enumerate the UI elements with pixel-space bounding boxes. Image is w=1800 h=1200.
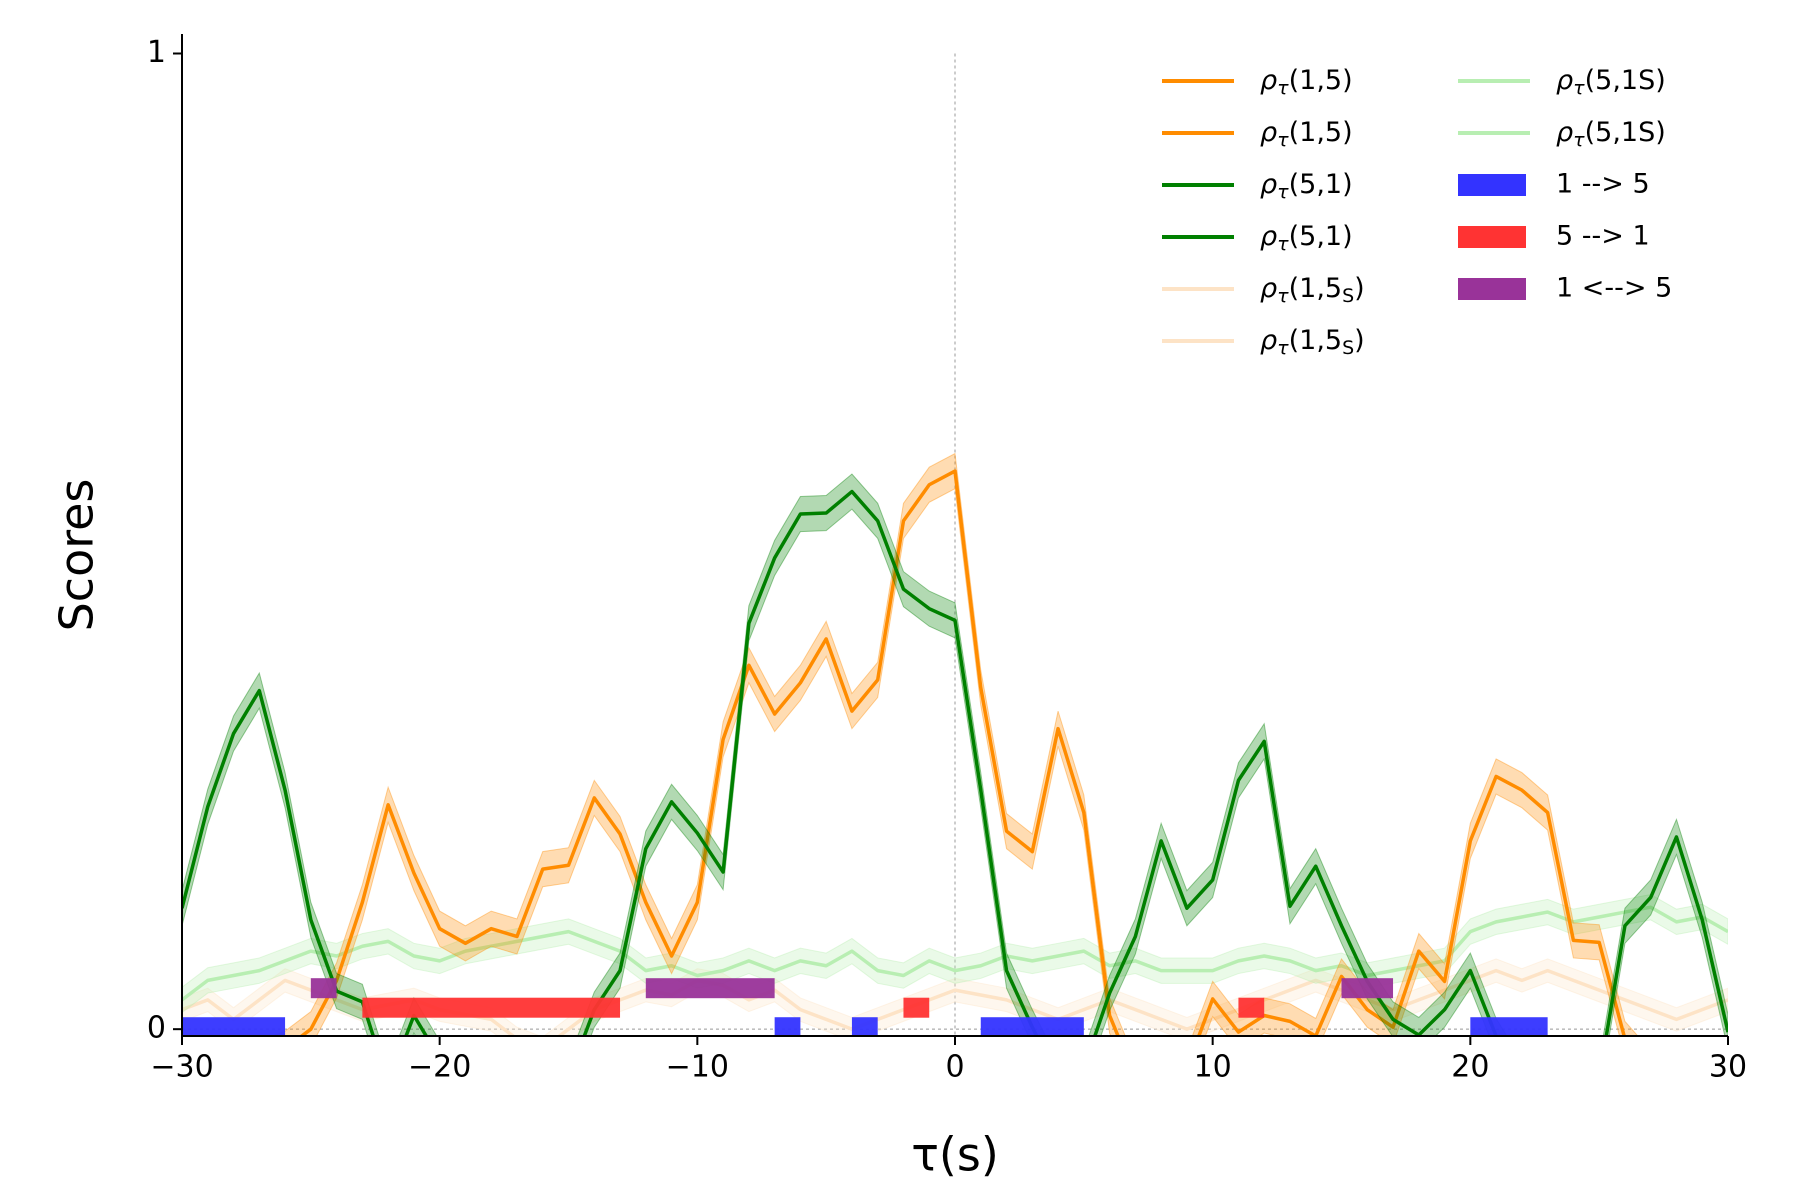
y-tick-label: 0 [147,1011,166,1046]
interval-bar [645,978,775,999]
legend-label: ρτ(1,5) [1260,117,1353,151]
error-band [270,452,1639,1036]
interval-bar [903,997,930,1018]
interval-bar [182,1017,286,1036]
interval-bar [980,1017,1084,1036]
interval-bar [851,1017,878,1036]
legend-label: ρτ(1,5S) [1260,273,1365,307]
x-tick-label: 0 [945,1050,964,1085]
x-axis-label: τ(s) [911,1128,999,1182]
legend-label: 1 --> 5 [1556,169,1650,200]
legend-patch [1458,278,1526,300]
x-tick-label: −10 [666,1050,729,1085]
x-tick-label: 30 [1709,1050,1747,1085]
x-tick-label: −30 [150,1050,213,1085]
y-axis-label: Scores [50,479,104,632]
series-line [298,469,1626,1036]
legend-label: ρτ(5,1S) [1556,65,1666,99]
x-tick-label: 20 [1451,1050,1489,1085]
series-line [182,489,1728,1036]
plot-area [182,452,1728,1036]
legend-label: ρτ(1,5) [1260,65,1353,99]
legend-label: ρτ(5,1S) [1556,117,1666,151]
interval-bar [774,1017,801,1036]
interval-bar [310,978,337,999]
legend-label: ρτ(1,5S) [1260,325,1365,359]
series-line [182,905,1728,1002]
interval-bar [1238,997,1265,1018]
legend-patch [1458,174,1526,196]
interval-bar [1341,978,1394,999]
interval-bar [1470,1017,1548,1036]
y-tick-label: 1 [147,35,166,70]
x-tick-label: 10 [1194,1050,1232,1085]
legend-label: 5 --> 1 [1556,221,1650,252]
legend-label: 1 <--> 5 [1556,273,1672,304]
legend-label: ρτ(5,1) [1260,169,1353,203]
legend-label: ρτ(5,1) [1260,221,1353,255]
legend-patch [1458,226,1526,248]
interval-bar [362,997,621,1018]
x-tick-label: −20 [408,1050,471,1085]
error-band [182,958,1728,1036]
